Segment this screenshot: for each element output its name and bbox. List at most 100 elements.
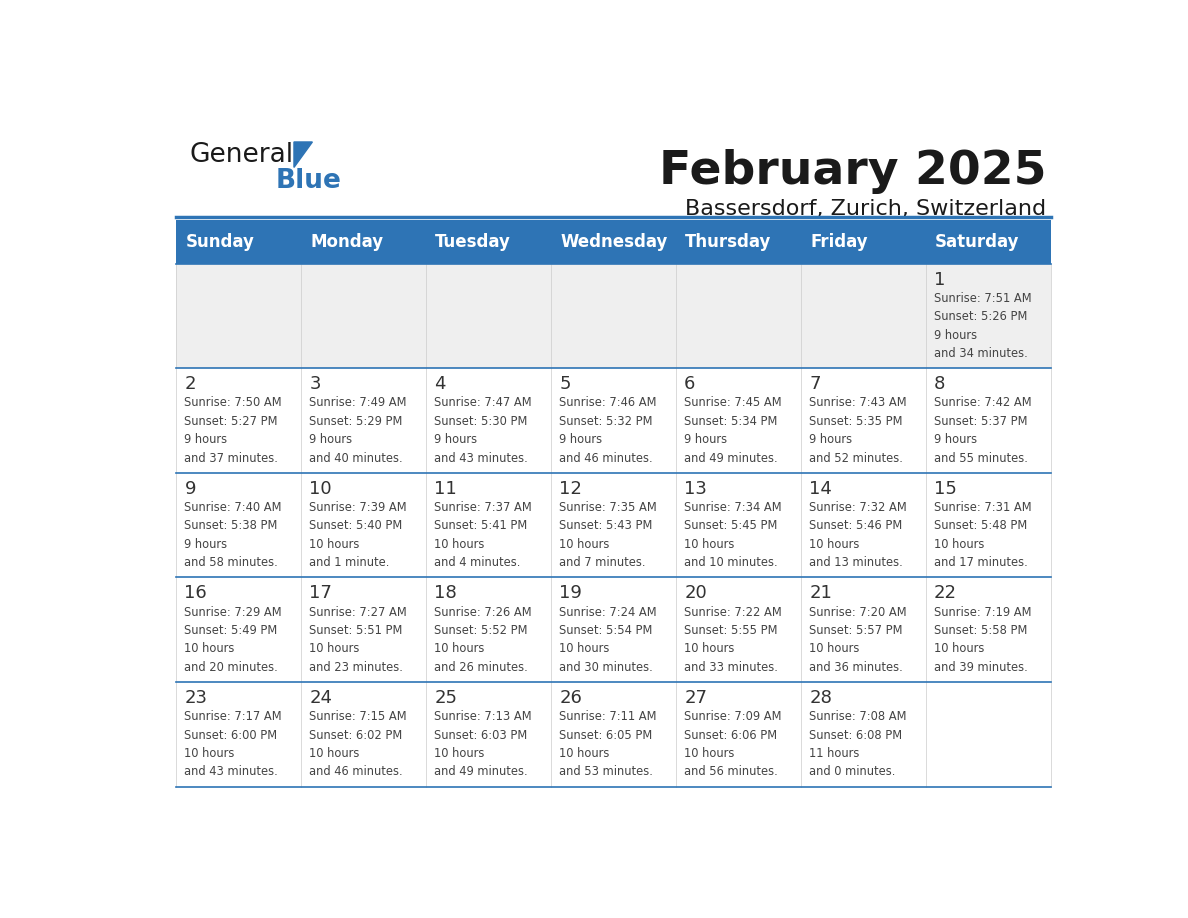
Text: 9 hours: 9 hours bbox=[309, 433, 353, 446]
Text: 9 hours: 9 hours bbox=[184, 433, 228, 446]
Text: Sunset: 5:34 PM: Sunset: 5:34 PM bbox=[684, 415, 778, 428]
Text: Sunset: 5:40 PM: Sunset: 5:40 PM bbox=[309, 520, 403, 532]
Text: and 49 minutes.: and 49 minutes. bbox=[435, 766, 527, 778]
Text: and 56 minutes.: and 56 minutes. bbox=[684, 766, 778, 778]
Bar bbox=[925, 263, 1051, 368]
Text: and 39 minutes.: and 39 minutes. bbox=[934, 661, 1028, 674]
Text: and 58 minutes.: and 58 minutes. bbox=[184, 556, 278, 569]
Text: Sunrise: 7:39 AM: Sunrise: 7:39 AM bbox=[309, 501, 407, 514]
Text: Sunset: 5:30 PM: Sunset: 5:30 PM bbox=[435, 415, 527, 428]
Text: Sunrise: 7:46 AM: Sunrise: 7:46 AM bbox=[560, 397, 657, 409]
Text: Sunset: 5:41 PM: Sunset: 5:41 PM bbox=[435, 520, 527, 532]
Bar bbox=[176, 682, 301, 787]
Text: Sunday: Sunday bbox=[185, 232, 254, 251]
Bar bbox=[176, 473, 301, 577]
Text: Sunset: 5:48 PM: Sunset: 5:48 PM bbox=[934, 520, 1028, 532]
Polygon shape bbox=[293, 142, 312, 167]
Text: General: General bbox=[190, 142, 295, 168]
Text: Sunset: 5:38 PM: Sunset: 5:38 PM bbox=[184, 520, 278, 532]
Text: 18: 18 bbox=[435, 585, 457, 602]
Text: 6: 6 bbox=[684, 375, 696, 393]
Bar bbox=[801, 263, 925, 368]
Text: 9 hours: 9 hours bbox=[934, 433, 978, 446]
Text: and 36 minutes.: and 36 minutes. bbox=[809, 661, 903, 674]
Text: Sunset: 5:52 PM: Sunset: 5:52 PM bbox=[435, 624, 527, 637]
Text: Blue: Blue bbox=[276, 168, 341, 194]
Text: and 13 minutes.: and 13 minutes. bbox=[809, 556, 903, 569]
Text: and 7 minutes.: and 7 minutes. bbox=[560, 556, 646, 569]
Bar bbox=[176, 577, 301, 682]
Text: Sunrise: 7:51 AM: Sunrise: 7:51 AM bbox=[934, 292, 1031, 305]
Text: Tuesday: Tuesday bbox=[435, 232, 511, 251]
Text: 11: 11 bbox=[435, 480, 457, 498]
Text: and 46 minutes.: and 46 minutes. bbox=[309, 766, 403, 778]
Text: 22: 22 bbox=[934, 585, 958, 602]
Text: Sunrise: 7:20 AM: Sunrise: 7:20 AM bbox=[809, 606, 906, 619]
Text: and 34 minutes.: and 34 minutes. bbox=[934, 347, 1028, 360]
Text: 14: 14 bbox=[809, 480, 832, 498]
Text: Sunset: 5:29 PM: Sunset: 5:29 PM bbox=[309, 415, 403, 428]
Text: Sunrise: 7:43 AM: Sunrise: 7:43 AM bbox=[809, 397, 906, 409]
Text: 10 hours: 10 hours bbox=[184, 643, 235, 655]
Text: Sunset: 5:49 PM: Sunset: 5:49 PM bbox=[184, 624, 278, 637]
Bar bbox=[551, 473, 676, 577]
Text: Sunrise: 7:50 AM: Sunrise: 7:50 AM bbox=[184, 397, 282, 409]
Text: 9 hours: 9 hours bbox=[560, 433, 602, 446]
Text: 10 hours: 10 hours bbox=[560, 747, 609, 760]
Text: and 46 minutes.: and 46 minutes. bbox=[560, 452, 653, 465]
Bar bbox=[176, 263, 301, 368]
Text: 9: 9 bbox=[184, 480, 196, 498]
Text: and 53 minutes.: and 53 minutes. bbox=[560, 766, 653, 778]
Text: Sunrise: 7:29 AM: Sunrise: 7:29 AM bbox=[184, 606, 282, 619]
Bar bbox=[676, 368, 801, 473]
Text: Bassersdorf, Zurich, Switzerland: Bassersdorf, Zurich, Switzerland bbox=[685, 198, 1047, 218]
Text: Sunset: 5:35 PM: Sunset: 5:35 PM bbox=[809, 415, 903, 428]
Bar bbox=[925, 368, 1051, 473]
Text: and 33 minutes.: and 33 minutes. bbox=[684, 661, 778, 674]
Text: 10 hours: 10 hours bbox=[684, 643, 734, 655]
Text: Sunrise: 7:24 AM: Sunrise: 7:24 AM bbox=[560, 606, 657, 619]
Bar bbox=[801, 473, 925, 577]
Text: Sunrise: 7:27 AM: Sunrise: 7:27 AM bbox=[309, 606, 407, 619]
Text: 23: 23 bbox=[184, 689, 208, 707]
Bar bbox=[301, 577, 426, 682]
Text: Sunset: 6:06 PM: Sunset: 6:06 PM bbox=[684, 729, 777, 742]
Text: 5: 5 bbox=[560, 375, 570, 393]
Text: Sunset: 5:57 PM: Sunset: 5:57 PM bbox=[809, 624, 903, 637]
Text: Sunrise: 7:26 AM: Sunrise: 7:26 AM bbox=[435, 606, 532, 619]
Bar bbox=[301, 473, 426, 577]
Text: 10 hours: 10 hours bbox=[809, 538, 860, 551]
Bar bbox=[426, 473, 551, 577]
Text: Sunset: 6:02 PM: Sunset: 6:02 PM bbox=[309, 729, 403, 742]
Bar bbox=[176, 368, 301, 473]
Text: Sunset: 5:55 PM: Sunset: 5:55 PM bbox=[684, 624, 778, 637]
Text: 15: 15 bbox=[934, 480, 958, 498]
Text: Sunrise: 7:15 AM: Sunrise: 7:15 AM bbox=[309, 711, 407, 723]
Text: and 20 minutes.: and 20 minutes. bbox=[184, 661, 278, 674]
Text: Sunset: 5:54 PM: Sunset: 5:54 PM bbox=[560, 624, 652, 637]
Text: 7: 7 bbox=[809, 375, 821, 393]
Bar bbox=[676, 682, 801, 787]
Text: Sunrise: 7:11 AM: Sunrise: 7:11 AM bbox=[560, 711, 657, 723]
Text: 1: 1 bbox=[934, 271, 946, 288]
Bar bbox=[925, 682, 1051, 787]
Text: Sunrise: 7:31 AM: Sunrise: 7:31 AM bbox=[934, 501, 1031, 514]
Text: Sunset: 6:03 PM: Sunset: 6:03 PM bbox=[435, 729, 527, 742]
Bar bbox=[426, 368, 551, 473]
Bar bbox=[676, 263, 801, 368]
Text: Sunset: 6:00 PM: Sunset: 6:00 PM bbox=[184, 729, 278, 742]
Text: and 40 minutes.: and 40 minutes. bbox=[309, 452, 403, 465]
Text: 10 hours: 10 hours bbox=[435, 538, 485, 551]
Text: and 10 minutes.: and 10 minutes. bbox=[684, 556, 778, 569]
Bar bbox=[301, 263, 426, 368]
Text: Sunrise: 7:19 AM: Sunrise: 7:19 AM bbox=[934, 606, 1031, 619]
Bar bbox=[676, 473, 801, 577]
Text: Sunrise: 7:35 AM: Sunrise: 7:35 AM bbox=[560, 501, 657, 514]
Text: Sunrise: 7:17 AM: Sunrise: 7:17 AM bbox=[184, 711, 282, 723]
Text: 26: 26 bbox=[560, 689, 582, 707]
Text: Sunset: 5:45 PM: Sunset: 5:45 PM bbox=[684, 520, 778, 532]
Text: 25: 25 bbox=[435, 689, 457, 707]
Text: 10 hours: 10 hours bbox=[684, 538, 734, 551]
Text: Sunrise: 7:45 AM: Sunrise: 7:45 AM bbox=[684, 397, 782, 409]
Text: Sunrise: 7:47 AM: Sunrise: 7:47 AM bbox=[435, 397, 532, 409]
